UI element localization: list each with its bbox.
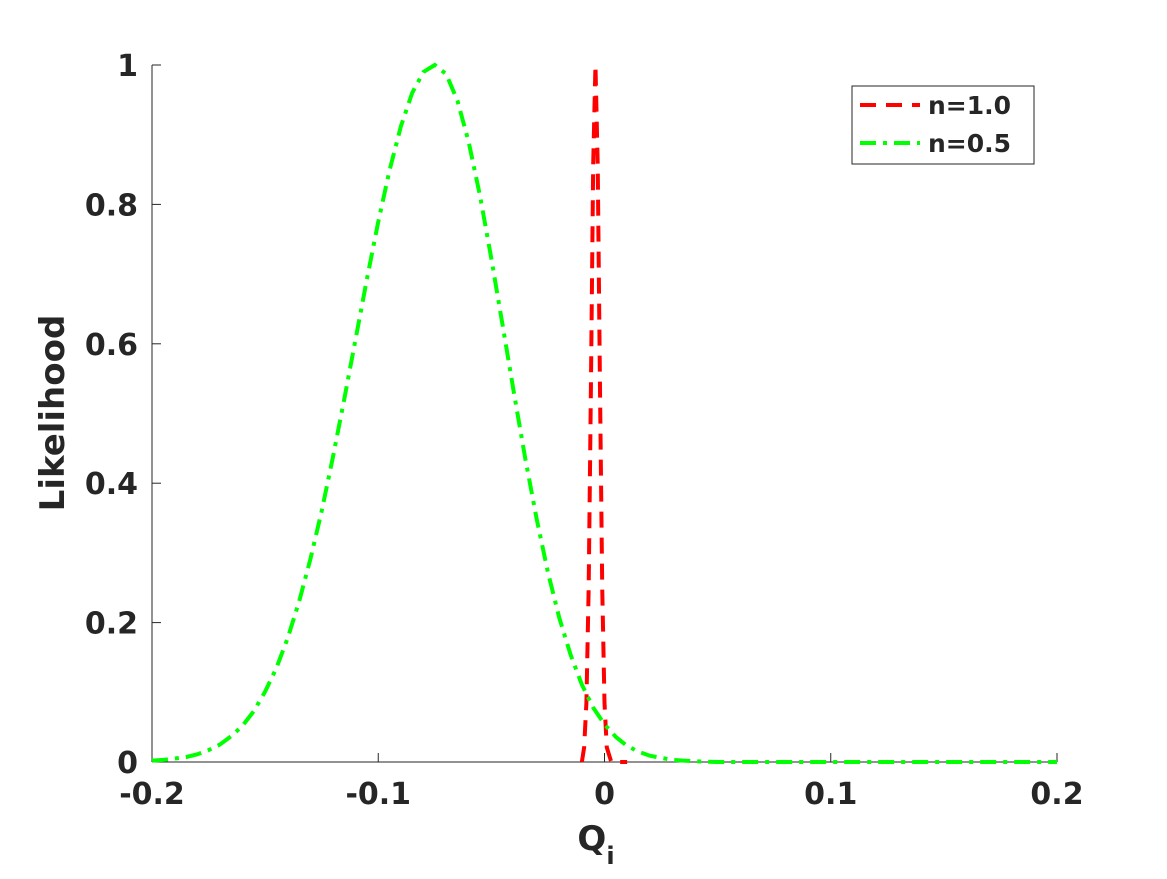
y-tick-label: 0.8 — [85, 188, 138, 223]
x-label-subscript: i — [606, 842, 614, 870]
x-tick-label: 0.1 — [804, 777, 857, 812]
y-tick-label: 1 — [117, 49, 138, 84]
data-line — [151, 62, 1057, 764]
y-tick-label: 0.4 — [85, 467, 138, 502]
y-axis-label: Likelihood — [33, 315, 73, 512]
x-tick-label: -0.2 — [119, 777, 185, 812]
x-tick-label: 0.2 — [1030, 777, 1083, 812]
data-line — [579, 64, 628, 764]
legend-label: n=1.0 — [928, 91, 1011, 120]
y-tick-label: 0 — [117, 746, 138, 781]
y-tick-label: 0.2 — [85, 607, 138, 642]
x-tick-label: 0 — [594, 777, 615, 812]
x-label-main: Q — [577, 819, 606, 859]
y-tick-label: 0.6 — [85, 328, 138, 363]
x-tick-label: -0.1 — [345, 777, 411, 812]
legend-box — [851, 85, 1035, 165]
x-axis-label: Qi — [577, 819, 614, 870]
legend-label: n=0.5 — [928, 129, 1011, 158]
